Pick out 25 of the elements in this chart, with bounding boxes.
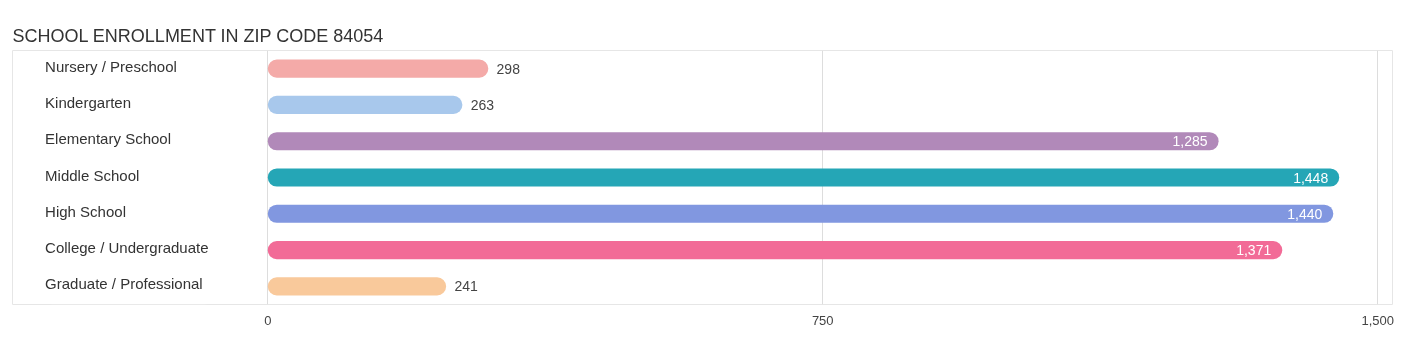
bar xyxy=(267,277,447,296)
bar xyxy=(267,168,1340,187)
y-tick-label: Middle School xyxy=(45,166,140,184)
x-tick-label: 0 xyxy=(264,312,272,328)
data-label: 1,448 xyxy=(1293,169,1329,186)
y-tick-label: College / Undergraduate xyxy=(45,239,209,257)
data-label: 263 xyxy=(470,96,495,113)
y-tick-label: High School xyxy=(45,202,126,220)
bar xyxy=(267,132,1219,151)
y-tick-label: Kindergarten xyxy=(45,93,131,111)
data-label: 1,285 xyxy=(1172,133,1208,150)
y-tick-label: Nursery / Preschool xyxy=(45,57,177,75)
data-label: 1,440 xyxy=(1287,205,1323,222)
y-tick-label: Graduate / Professional xyxy=(45,275,203,293)
bar xyxy=(267,59,489,78)
x-tick-label: 750 xyxy=(811,312,834,328)
data-label: 241 xyxy=(454,278,478,295)
x-tick-label: 1,500 xyxy=(1361,312,1394,328)
data-label: 298 xyxy=(496,60,521,77)
bar xyxy=(267,204,1334,223)
bar xyxy=(267,95,463,114)
y-tick-label: Elementary School xyxy=(45,130,171,148)
bar xyxy=(267,241,1283,260)
data-label: 1,371 xyxy=(1236,242,1272,259)
chart-title: SCHOOL ENROLLMENT IN ZIP CODE 84054 xyxy=(12,25,384,46)
